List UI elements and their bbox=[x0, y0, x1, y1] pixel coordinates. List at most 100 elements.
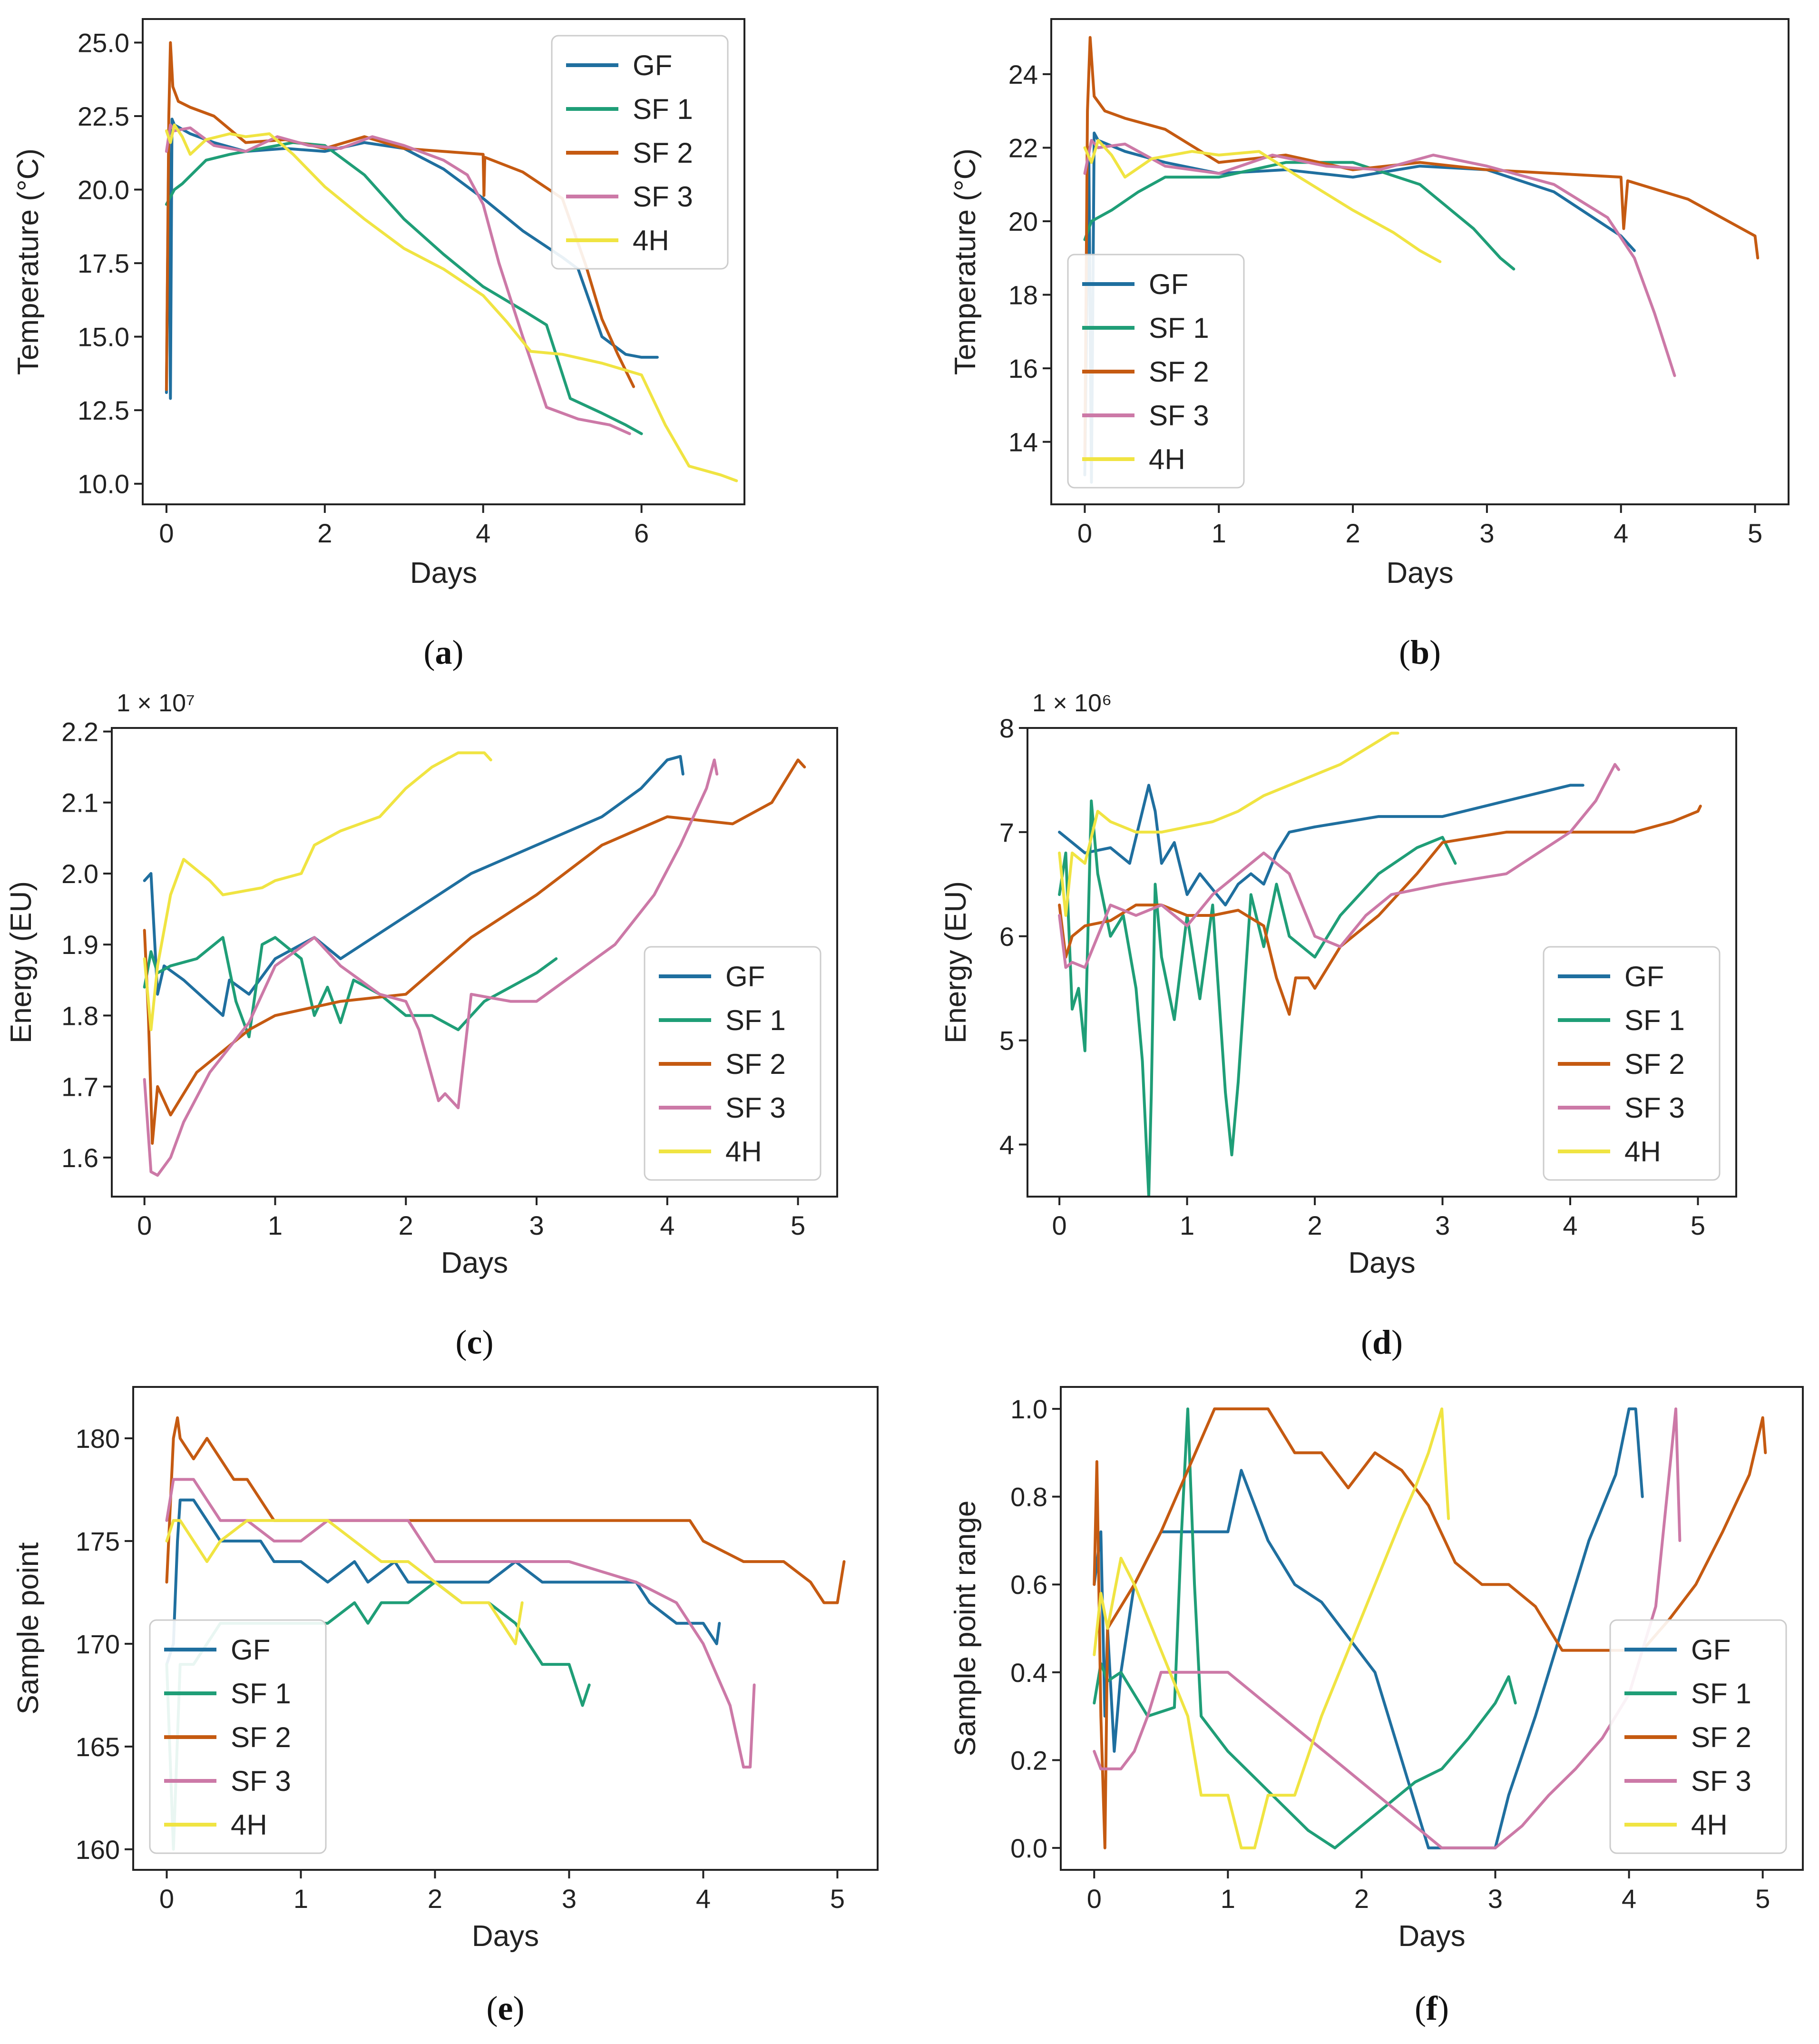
x-tick-label: 3 bbox=[1479, 518, 1494, 548]
y-tick-label: 1.6 bbox=[61, 1143, 98, 1173]
series-line-sf-2 bbox=[1058, 805, 1702, 1016]
y-tick-label: 0.2 bbox=[1010, 1745, 1047, 1775]
legend: GF SF 1 SF 2 SF 3 4H bbox=[644, 946, 821, 1181]
x-tick-label: 3 bbox=[1488, 1884, 1503, 1914]
legend-label-sf-3: SF 3 bbox=[725, 1092, 786, 1124]
legend-box bbox=[149, 1619, 327, 1854]
plot-frame bbox=[1027, 727, 1737, 1198]
x-tick-label: 4 bbox=[476, 518, 490, 548]
series-group bbox=[1083, 36, 1760, 484]
caption-letter: b bbox=[1410, 633, 1429, 671]
y-tick-label: 7 bbox=[999, 817, 1014, 847]
y-axis-label: Temperature (°C) bbox=[949, 148, 982, 375]
series-line-sf-2 bbox=[165, 1416, 846, 1604]
caption-open: ( bbox=[424, 633, 435, 671]
legend-label-sf-3: SF 3 bbox=[1691, 1765, 1751, 1797]
caption-close: ) bbox=[452, 633, 464, 671]
plot-frame bbox=[1050, 18, 1790, 505]
y-tick-label: 160 bbox=[76, 1835, 120, 1865]
legend-label-4h: 4H bbox=[1149, 443, 1185, 475]
y-tick-label: 15.0 bbox=[78, 322, 129, 352]
x-tick-label: 4 bbox=[1622, 1884, 1636, 1914]
x-tick-label: 2 bbox=[1346, 518, 1360, 548]
x-tick-label: 2 bbox=[317, 518, 332, 548]
y-tick-label: 20 bbox=[1008, 206, 1038, 236]
legend-label-gf: GF bbox=[1624, 961, 1664, 993]
y-axis-label: Sample point range bbox=[949, 1501, 982, 1757]
y-axis-label: Temperature (°C) bbox=[12, 148, 45, 375]
series-line-gf bbox=[165, 118, 659, 400]
series-line-gf bbox=[1058, 784, 1584, 907]
y-tick-label: 4 bbox=[999, 1130, 1014, 1160]
caption-close: ) bbox=[1429, 633, 1441, 671]
y-tick-label: 25.0 bbox=[78, 28, 129, 58]
caption-letter: d bbox=[1372, 1323, 1391, 1361]
x-tick-label: 0 bbox=[159, 518, 174, 548]
y-tick-label: 1.0 bbox=[1010, 1394, 1047, 1424]
series-line-gf bbox=[1093, 1407, 1644, 1849]
y-tick-label: 24 bbox=[1008, 59, 1038, 89]
legend-label-sf-1: SF 1 bbox=[633, 93, 693, 125]
y-axis-label: Sample point bbox=[12, 1543, 45, 1715]
panel-caption: (a) bbox=[424, 633, 464, 671]
y-tick-label: 22.5 bbox=[78, 101, 129, 131]
axis-multiplier: 1 × 10⁶ bbox=[1032, 689, 1112, 717]
caption-open: ( bbox=[1399, 633, 1410, 671]
y-tick-label: 16 bbox=[1008, 354, 1038, 383]
legend-label-4h: 4H bbox=[231, 1809, 267, 1841]
caption-open: ( bbox=[456, 1323, 467, 1361]
panel-d: 0 1 2 3 4 5 4 5 6 7 8 Days Energy (EU) 1 × 10⁶ GF SF 1 S… bbox=[939, 689, 1737, 1361]
legend: GF SF 1 SF 2 SF 3 4H bbox=[1543, 946, 1721, 1181]
x-axis-label: Days bbox=[472, 1920, 539, 1953]
x-tick-label: 2 bbox=[1307, 1210, 1322, 1240]
legend-box bbox=[1543, 946, 1721, 1181]
x-tick-label: 4 bbox=[696, 1884, 711, 1914]
caption-open: ( bbox=[1361, 1323, 1372, 1361]
panel-caption: (e) bbox=[487, 1989, 525, 2027]
plot-frame bbox=[111, 727, 838, 1198]
legend-label-sf-1: SF 1 bbox=[1149, 312, 1209, 344]
legend-label-gf: GF bbox=[1691, 1634, 1731, 1666]
legend-box bbox=[644, 946, 821, 1181]
y-axis-label: Energy (EU) bbox=[5, 881, 38, 1043]
series-line-sf-1 bbox=[165, 141, 643, 435]
y-tick-label: 0.8 bbox=[1010, 1482, 1047, 1512]
panel-caption: (f) bbox=[1415, 1989, 1449, 2027]
x-tick-label: 4 bbox=[1563, 1210, 1577, 1240]
x-axis-label: Days bbox=[1386, 557, 1453, 590]
x-tick-label: 0 bbox=[1052, 1210, 1067, 1240]
x-tick-label: 6 bbox=[634, 518, 649, 548]
y-tick-label: 12.5 bbox=[78, 395, 129, 425]
y-tick-label: 2.0 bbox=[61, 859, 98, 889]
y-tick-label: 22 bbox=[1008, 133, 1038, 163]
legend-box bbox=[551, 35, 729, 270]
legend-label-sf-2: SF 2 bbox=[1624, 1048, 1685, 1080]
series-line-sf-3 bbox=[165, 1478, 756, 1769]
y-tick-label: 175 bbox=[76, 1526, 120, 1556]
x-tick-label: 3 bbox=[529, 1210, 544, 1240]
x-tick-label: 1 bbox=[268, 1210, 283, 1240]
series-line-4h bbox=[165, 123, 738, 482]
x-tick-label: 5 bbox=[830, 1884, 845, 1914]
y-tick-label: 18 bbox=[1008, 280, 1038, 310]
plot-frame bbox=[132, 1386, 879, 1871]
series-group bbox=[165, 1416, 846, 1851]
x-tick-label: 1 bbox=[293, 1884, 308, 1914]
x-axis-label: Days bbox=[441, 1247, 508, 1279]
legend: GF SF 1 SF 2 SF 3 4H bbox=[1609, 1619, 1787, 1854]
legend-label-sf-2: SF 2 bbox=[1691, 1721, 1751, 1753]
legend-label-sf-3: SF 3 bbox=[1149, 400, 1209, 432]
series-line-sf-3 bbox=[165, 123, 631, 435]
y-tick-label: 2.1 bbox=[61, 788, 98, 818]
panel-caption: (d) bbox=[1361, 1323, 1403, 1361]
series-line-sf-3 bbox=[1093, 1407, 1682, 1849]
legend-label-gf: GF bbox=[633, 49, 672, 81]
y-tick-label: 20.0 bbox=[78, 175, 129, 205]
caption-open: ( bbox=[487, 1989, 498, 2027]
panel-caption: (b) bbox=[1399, 633, 1441, 671]
panel-e: 0 1 2 3 4 5 160 165 170 175 180 Days Sample point GF S… bbox=[12, 1386, 879, 2027]
series-line-sf-2 bbox=[1083, 36, 1760, 462]
x-tick-label: 1 bbox=[1180, 1210, 1194, 1240]
legend-label-4h: 4H bbox=[1624, 1136, 1661, 1168]
